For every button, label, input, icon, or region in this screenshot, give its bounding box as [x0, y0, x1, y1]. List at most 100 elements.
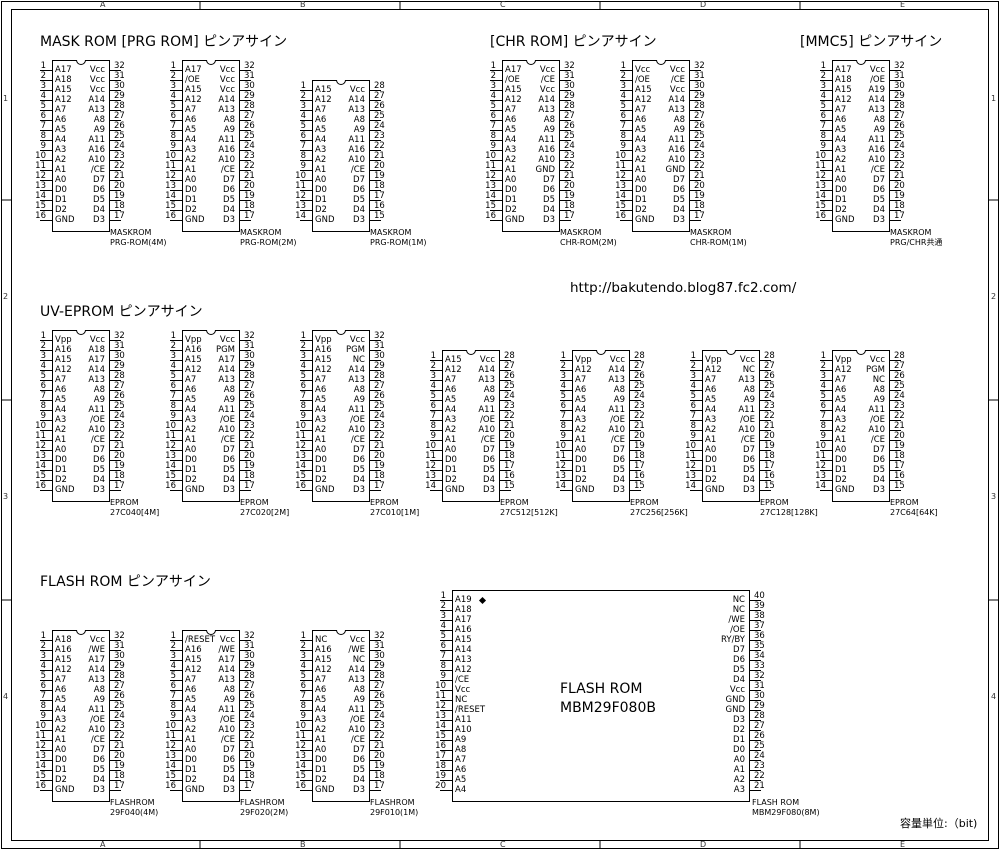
chip-e256-pin-21-signal: A10: [608, 425, 625, 435]
chip-f080-pin-36-number: 36: [754, 631, 765, 641]
row-label-right-1: 1: [991, 94, 997, 103]
chip-f020-pin-25-lead: [239, 710, 251, 711]
chip-f040-pin-20-lead: [109, 760, 121, 761]
chip-f010-pin-16-lead: [300, 790, 312, 791]
chip-chr2m-pin-9-lead: [490, 150, 502, 151]
chip-chr2m-pin-22-lead: [559, 170, 571, 171]
chip-e256-pin-9-lead: [560, 440, 572, 441]
chip-e256-pin-20-lead: [629, 440, 641, 441]
chip-prg2m-pin-6-lead: [170, 120, 182, 121]
chip-e040-pin-11-signal: A1: [55, 435, 67, 445]
chip-f040-pin-1-number: 1: [40, 631, 46, 641]
chip-e040-pin-14-lead: [40, 470, 52, 471]
chip-e512-pin-20-lead: [499, 440, 511, 441]
chip-chr2m-pin-26-lead: [559, 130, 571, 131]
chip-f080-pin-40-signal: NC: [732, 595, 745, 605]
chip-e128-pin-10-number: 10: [685, 441, 696, 451]
chip-e256-pin-14-signal: GND: [575, 485, 595, 495]
chip-e010-pin-18-signal: D4: [353, 475, 365, 485]
chip-f040-pin-2-number: 2: [40, 641, 46, 651]
chip-f020-pin-23-number: 23: [244, 721, 255, 731]
chip-mmc5-pin-3-signal: A15: [835, 85, 852, 95]
chip-mmc5-pin-32-lead: [889, 70, 901, 71]
chip-f040: [52, 630, 110, 802]
chip-f020-pin-15-number: 15: [165, 771, 176, 781]
chip-f020-pin-8-lead: [170, 710, 182, 711]
chip-f010-pin-31-lead: [369, 650, 381, 651]
chip-f040-pin-10-number: 10: [35, 721, 46, 731]
chip-f040-pin-27-signal: A8: [93, 685, 105, 695]
chip-f010-pin-25-number: 25: [374, 701, 385, 711]
chip-f010-pin-10-number: 10: [295, 721, 306, 731]
chip-e512-pin-21-number: 21: [504, 421, 515, 431]
chip-e512-pin-24-lead: [499, 400, 511, 401]
chip-chr2m-pin-17-lead: [559, 220, 571, 221]
chip-e010-pin-21-lead: [369, 450, 381, 451]
chip-prg2m-pin-18-lead: [239, 210, 251, 211]
chip-f080-pin-40-number: 40: [754, 591, 765, 601]
chip-e010-pin-8-signal: A4: [315, 405, 327, 415]
chip-chr2m-caption-line-2: CHR-ROM(2M): [560, 238, 617, 247]
chip-mmc5-pin-30-lead: [889, 90, 901, 91]
chip-e040-pin-27-number: 27: [114, 381, 125, 391]
chip-e010-pin-8-number: 8: [300, 401, 306, 411]
chip-f080-pin-11-number: 11: [435, 691, 446, 701]
chip-f010-pin-18-lead: [369, 780, 381, 781]
chip-mmc5-pin-32-number: 32: [894, 61, 905, 71]
chip-e010-pin-9-number: 9: [300, 411, 306, 421]
chip-f010-pin-30-lead: [369, 660, 381, 661]
chip-e128-pin-10-lead: [690, 450, 702, 451]
chip-e512-pin-26-lead: [499, 380, 511, 381]
chip-f020-pin-19-number: 19: [244, 761, 255, 771]
chip-e64-pin-19-signal: D7: [873, 445, 885, 455]
chip-chr1m-pin-12-number: 12: [615, 171, 626, 181]
chip-prg1m-pin-6-signal: A4: [315, 135, 327, 145]
chip-prg4m-pin-32-lead: [109, 70, 121, 71]
chip-f010-pin-16-number: 16: [295, 781, 306, 791]
chip-e020-pin-13-lead: [170, 460, 182, 461]
chip-f020-pin-19-lead: [239, 770, 251, 771]
chip-e010-pin-6-signal: A6: [315, 385, 327, 395]
section-title-uveprom: UV-EPROM ピンアサイン: [40, 304, 203, 320]
chip-f040-pin-1-lead: [40, 640, 52, 641]
chip-f040-pin-30-signal: A17: [88, 655, 105, 665]
chip-mmc5-pin-22-signal: /CE: [870, 165, 885, 175]
chip-e512-pin-12-lead: [430, 470, 442, 471]
chip-f040-pin-16-signal: GND: [55, 785, 75, 795]
chip-e040-pin-13-signal: D0: [55, 455, 67, 465]
chip-f040-pin-32-number: 32: [114, 631, 125, 641]
chip-chr1m-pin-32-signal: Vcc: [669, 65, 685, 75]
chip-prg2m-pin-30-signal: Vcc: [219, 85, 235, 95]
chip-e040-pin-23-number: 23: [114, 421, 125, 431]
chip-e256-pin-16-number: 16: [634, 471, 645, 481]
chip-f080-pin-7-lead: [440, 660, 452, 661]
chip-prg4m-pin-25-lead: [109, 140, 121, 141]
chip-chr2m-pin-28-signal: A13: [538, 105, 555, 115]
chip-prg4m-pin-15-signal: D2: [55, 205, 67, 215]
chip-e256-pin-10-lead: [560, 450, 572, 451]
chip-e020-pin-17-number: 17: [244, 481, 255, 491]
chip-e64-pin-3-lead: [820, 380, 832, 381]
chip-chr2m-pin-17-number: 17: [564, 211, 575, 221]
chip-e128-pin-20-signal: /CE: [740, 435, 755, 445]
chip-e040-pin-17-signal: D3: [93, 485, 105, 495]
chip-e256-pin-26-number: 26: [634, 371, 645, 381]
chip-f040-pin-2-lead: [40, 650, 52, 651]
chip-prg2m-pin-22-number: 22: [244, 161, 255, 171]
chip-e256-pin-8-lead: [560, 430, 572, 431]
chip-e020-pin-21-number: 21: [244, 441, 255, 451]
chip-chr2m-pin-21-signal: D7: [543, 175, 555, 185]
chip-prg2m-pin-19-signal: D5: [223, 195, 235, 205]
chip-e64-pin-17-lead: [889, 470, 901, 471]
chip-e64-pin-6-number: 6: [820, 401, 826, 411]
chip-e020-pin-29-number: 29: [244, 361, 255, 371]
chip-e020-pin-8-signal: A4: [185, 405, 197, 415]
chip-chr1m-pin-14-number: 14: [615, 191, 626, 201]
chip-e020-pin-16-number: 16: [165, 481, 176, 491]
chip-chr1m-pin-22-number: 22: [694, 161, 705, 171]
chip-f010-pin-18-signal: D4: [353, 775, 365, 785]
chip-f040-pin-12-number: 12: [35, 741, 46, 751]
chip-e040-pin-26-lead: [109, 400, 121, 401]
chip-f080-pin-5-signal: A15: [455, 635, 472, 645]
chip-e512-pin-3-signal: A7: [445, 375, 457, 385]
